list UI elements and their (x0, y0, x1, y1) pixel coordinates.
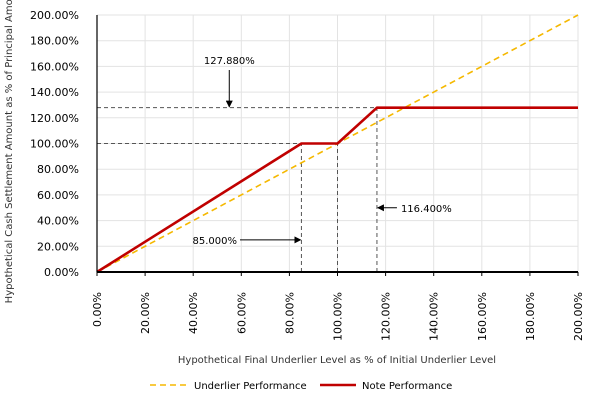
y-tick-label: 120.00% (30, 112, 79, 125)
y-tick-label: 200.00% (30, 9, 79, 22)
x-tick-label: 80.00% (283, 292, 296, 334)
legend-label-note: Note Performance (362, 381, 452, 392)
x-tick-label: 180.00% (524, 292, 537, 341)
y-tick-label: 20.00% (37, 240, 79, 253)
y-tick-label: 40.00% (37, 215, 79, 228)
x-tick-label: 100.00% (332, 292, 345, 341)
y-tick-label: 80.00% (37, 163, 79, 176)
y-tick-label: 60.00% (37, 189, 79, 202)
x-axis-title: Hypothetical Final Underlier Level as % … (178, 355, 496, 366)
x-tick-label: 160.00% (476, 292, 489, 341)
x-tick-label: 20.00% (139, 292, 152, 334)
annotation-label: 127.880% (204, 56, 255, 67)
annotations: 127.880% 85.000% 116.400% (193, 56, 452, 247)
series-lines (96, 14, 579, 274)
legend-label-underlier: Underlier Performance (194, 381, 307, 392)
axes (96, 15, 579, 276)
x-tick-labels: 0.00% 20.00% 40.00% 60.00% 80.00% 100.00% 120.… (91, 292, 585, 341)
y-tick-label: 0.00% (44, 266, 79, 279)
x-tick-label: 0.00% (91, 292, 104, 327)
y-tick-label: 160.00% (30, 60, 79, 73)
legend: Underlier Performance Note Performance (150, 381, 452, 392)
x-tick-label: 40.00% (187, 292, 200, 334)
y-tick-label: 140.00% (30, 86, 79, 99)
x-tick-label: 140.00% (428, 292, 441, 341)
x-tick-label: 120.00% (380, 292, 393, 341)
y-axis-title: Hypothetical Cash Settlement Amount as %… (4, 0, 15, 303)
y-tick-labels: 0.00% 20.00% 40.00% 60.00% 80.00% 100.00% 120.… (30, 9, 79, 279)
series-line-note (96, 106, 578, 274)
x-tick-label: 60.00% (235, 292, 248, 334)
y-tick-label: 100.00% (30, 138, 79, 151)
annotation-label: 116.400% (401, 204, 452, 215)
annotation-label: 85.000% (193, 236, 238, 247)
reference-lines (97, 107, 378, 272)
x-tick-label: 200.00% (572, 292, 585, 341)
y-tick-label: 180.00% (30, 35, 79, 48)
